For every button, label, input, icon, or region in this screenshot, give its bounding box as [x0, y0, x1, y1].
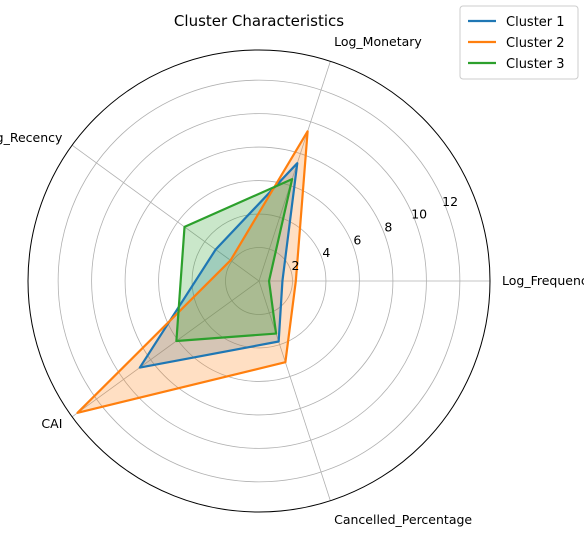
axis-label-log-recency: Log_Recency: [0, 130, 63, 145]
series-layer: [76, 130, 309, 414]
spoke-log_recency: [71, 144, 260, 282]
radial-tick-2: 2: [292, 258, 300, 273]
radial-tick-6: 6: [353, 232, 361, 247]
spoke-log_monetary: [258, 61, 331, 282]
series-line-cluster-3: [175, 178, 294, 343]
series-fill-cluster-3: [176, 179, 293, 342]
radial-tick-10: 10: [411, 207, 427, 222]
radial-tick-4: 4: [322, 245, 330, 260]
series-line-cluster-2: [76, 130, 309, 414]
radial-tick-8: 8: [384, 220, 392, 235]
legend: Cluster 1 Cluster 2 Cluster 3: [459, 5, 579, 80]
series-fill-cluster-2: [77, 131, 308, 413]
polar-frame: [27, 49, 491, 513]
legend-label-cluster-2: Cluster 2: [506, 36, 565, 51]
axis-labels: Log_Frequency Log_Monetary Log_Recency CAI C…: [0, 34, 584, 527]
axis-label-log-frequency: Log_Frequency: [502, 273, 584, 288]
legend-label-cluster-3: Cluster 3: [506, 57, 565, 72]
radial-tick-labels: 2 4 6 8 10 12: [292, 194, 459, 273]
axis-label-log-monetary: Log_Monetary: [334, 34, 422, 49]
axis-label-cancelled-percentage: Cancelled_Percentage: [334, 512, 472, 527]
axis-label-cai: CAI: [41, 416, 62, 431]
legend-frame: [459, 5, 579, 80]
spoke-cai: [71, 280, 260, 418]
radial-tick-12: 12: [442, 194, 458, 209]
legend-label-cluster-1: Cluster 1: [506, 15, 565, 30]
spoke-cancelled_percentage: [258, 280, 331, 501]
polar-grid: [27, 49, 491, 513]
chart-title: Cluster Characteristics: [174, 12, 344, 30]
